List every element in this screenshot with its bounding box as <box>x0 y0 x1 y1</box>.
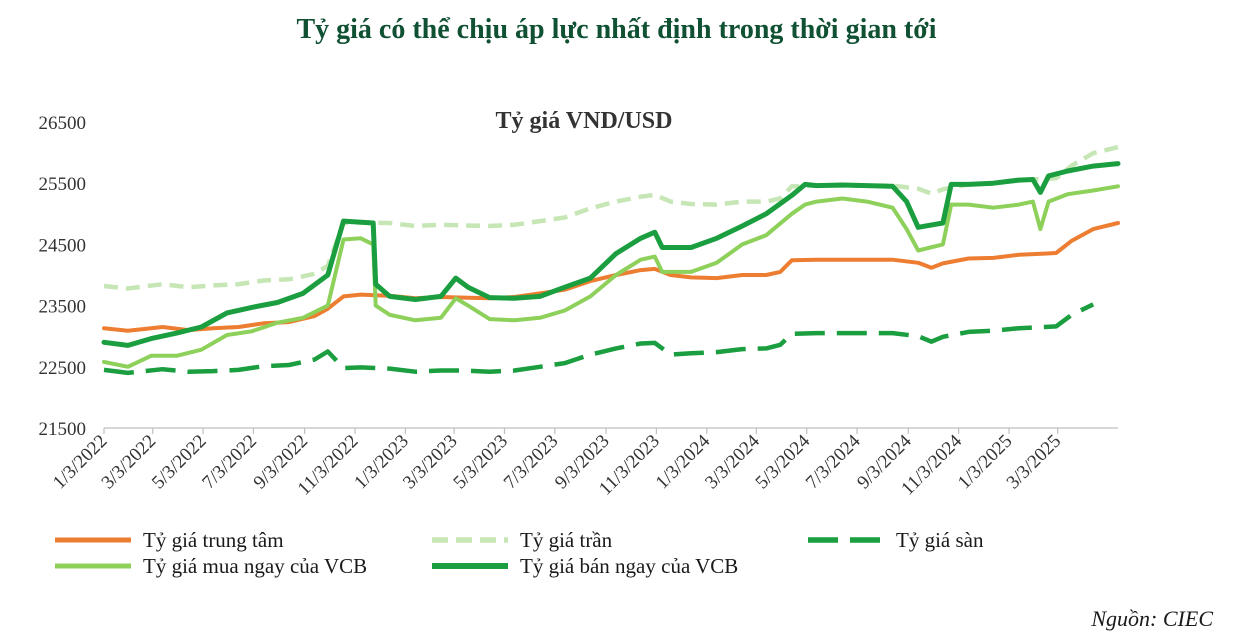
source-note: Nguồn: CIEC <box>1091 606 1213 631</box>
legend-label: Tỷ giá mua ngay của VCB <box>143 554 367 578</box>
legend-label: Tỷ giá bán ngay của VCB <box>520 554 738 578</box>
legend-label: Tỷ giá trần <box>520 528 613 552</box>
series-line-2 <box>103 302 1095 376</box>
y-tick-label: 26500 <box>39 113 87 134</box>
y-tick-label: 23500 <box>39 297 87 318</box>
x-tick-label: 5/3/2024 <box>752 430 815 493</box>
y-axis: 21500 22500 23500 24500 25500 26500 <box>39 113 87 440</box>
y-tick-label: 21500 <box>39 419 87 440</box>
x-tick-label: 3/3/2023 <box>399 431 462 494</box>
x-tick-label: 3/3/2022 <box>98 431 161 494</box>
legend-label: Tỷ giá sàn <box>896 528 984 552</box>
series-line-1 <box>103 144 1119 291</box>
chart-title: Tỷ giá VND/USD <box>496 108 673 134</box>
x-tick-label: 1/3/2024 <box>652 430 715 493</box>
series-layer <box>101 144 1121 376</box>
x-tick-label: 5/3/2023 <box>449 431 512 494</box>
y-tick-label: 24500 <box>39 235 87 256</box>
x-tick-label: 7/3/2022 <box>198 431 261 494</box>
y-tick-label: 25500 <box>39 174 87 195</box>
series-line-4 <box>101 161 1121 348</box>
x-tick-label: 3/3/2025 <box>1003 431 1066 494</box>
series-line-3 <box>102 184 1120 369</box>
legend-label: Tỷ giá trung tâm <box>143 528 284 552</box>
x-tick-label: 7/3/2024 <box>802 430 865 493</box>
legend: Tỷ giá trung tâm Tỷ giá trần Tỷ giá sàn Tỷ … <box>55 528 984 578</box>
x-tick-label: 5/3/2022 <box>148 431 211 494</box>
x-tick-label: 3/3/2024 <box>701 430 764 493</box>
x-tick-label: 7/3/2023 <box>500 431 563 494</box>
page-heading: Tỷ giá có thể chịu áp lực nhất định tron… <box>296 14 937 45</box>
y-tick-label: 22500 <box>39 358 87 379</box>
x-axis: 1/3/20223/3/20225/3/20227/3/20229/3/2022… <box>49 428 1065 500</box>
